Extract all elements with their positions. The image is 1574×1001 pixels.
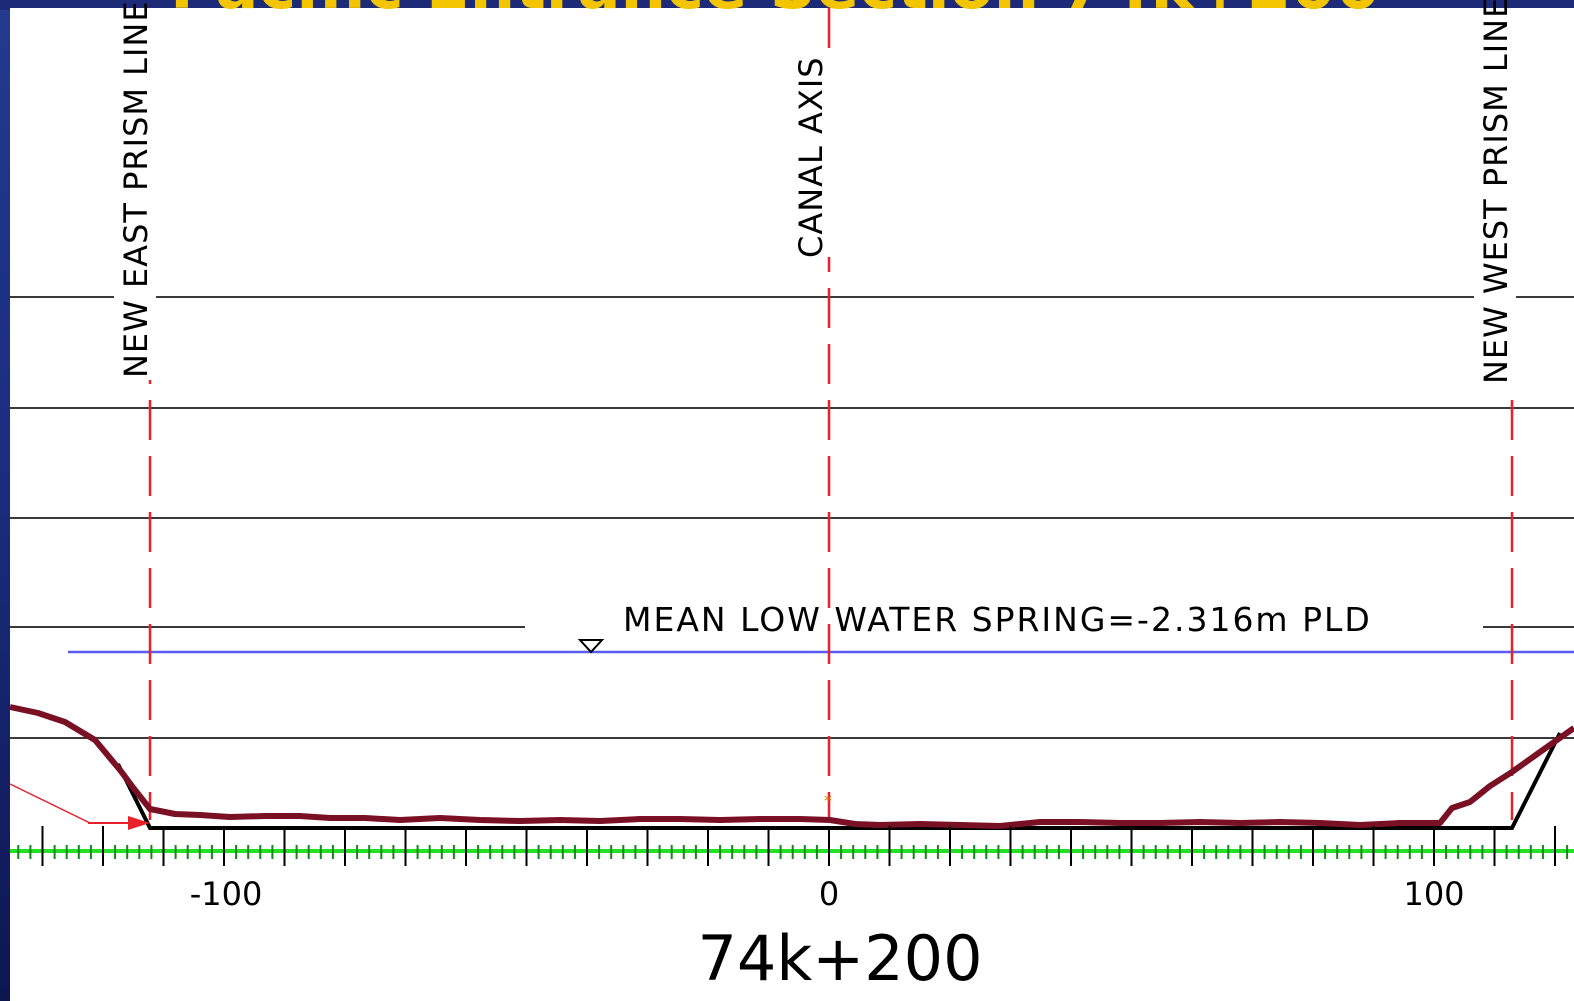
slide-title-fragment: Pacific Entrance Section 74k+200 bbox=[170, 0, 1380, 24]
tick-label-minus-100: -100 bbox=[190, 875, 263, 913]
station-label: 74k+200 bbox=[697, 922, 982, 995]
leader-arrowhead-icon bbox=[128, 816, 150, 830]
design-canal-profile bbox=[116, 732, 1562, 830]
elevation-grid bbox=[10, 296, 1574, 739]
water-level-triangle-icon bbox=[577, 639, 605, 654]
canal-axis-label: CANAL AXIS bbox=[792, 56, 830, 258]
east-prism-label: NEW EAST PRISM LINE bbox=[117, 0, 155, 378]
axis-label-bg bbox=[790, 52, 832, 257]
top-border bbox=[0, 0, 1574, 10]
existing-bed-profile bbox=[9, 704, 1574, 829]
tick-label-100: 100 bbox=[1403, 875, 1464, 913]
axis-ticks bbox=[17, 826, 1569, 866]
left-border bbox=[0, 0, 12, 1001]
west-prism-label: NEW WEST PRISM LINE bbox=[1477, 0, 1515, 384]
west-label-bg bbox=[1474, 8, 1516, 386]
east-label-bg bbox=[114, 8, 156, 380]
axis-marker-icon: * bbox=[824, 791, 832, 810]
tick-label-0: 0 bbox=[819, 875, 839, 913]
water-level-label: MEAN LOW WATER SPRING=-2.316m PLD bbox=[623, 600, 1372, 639]
water-label-bg bbox=[612, 598, 1402, 642]
leader-line bbox=[9, 783, 91, 824]
